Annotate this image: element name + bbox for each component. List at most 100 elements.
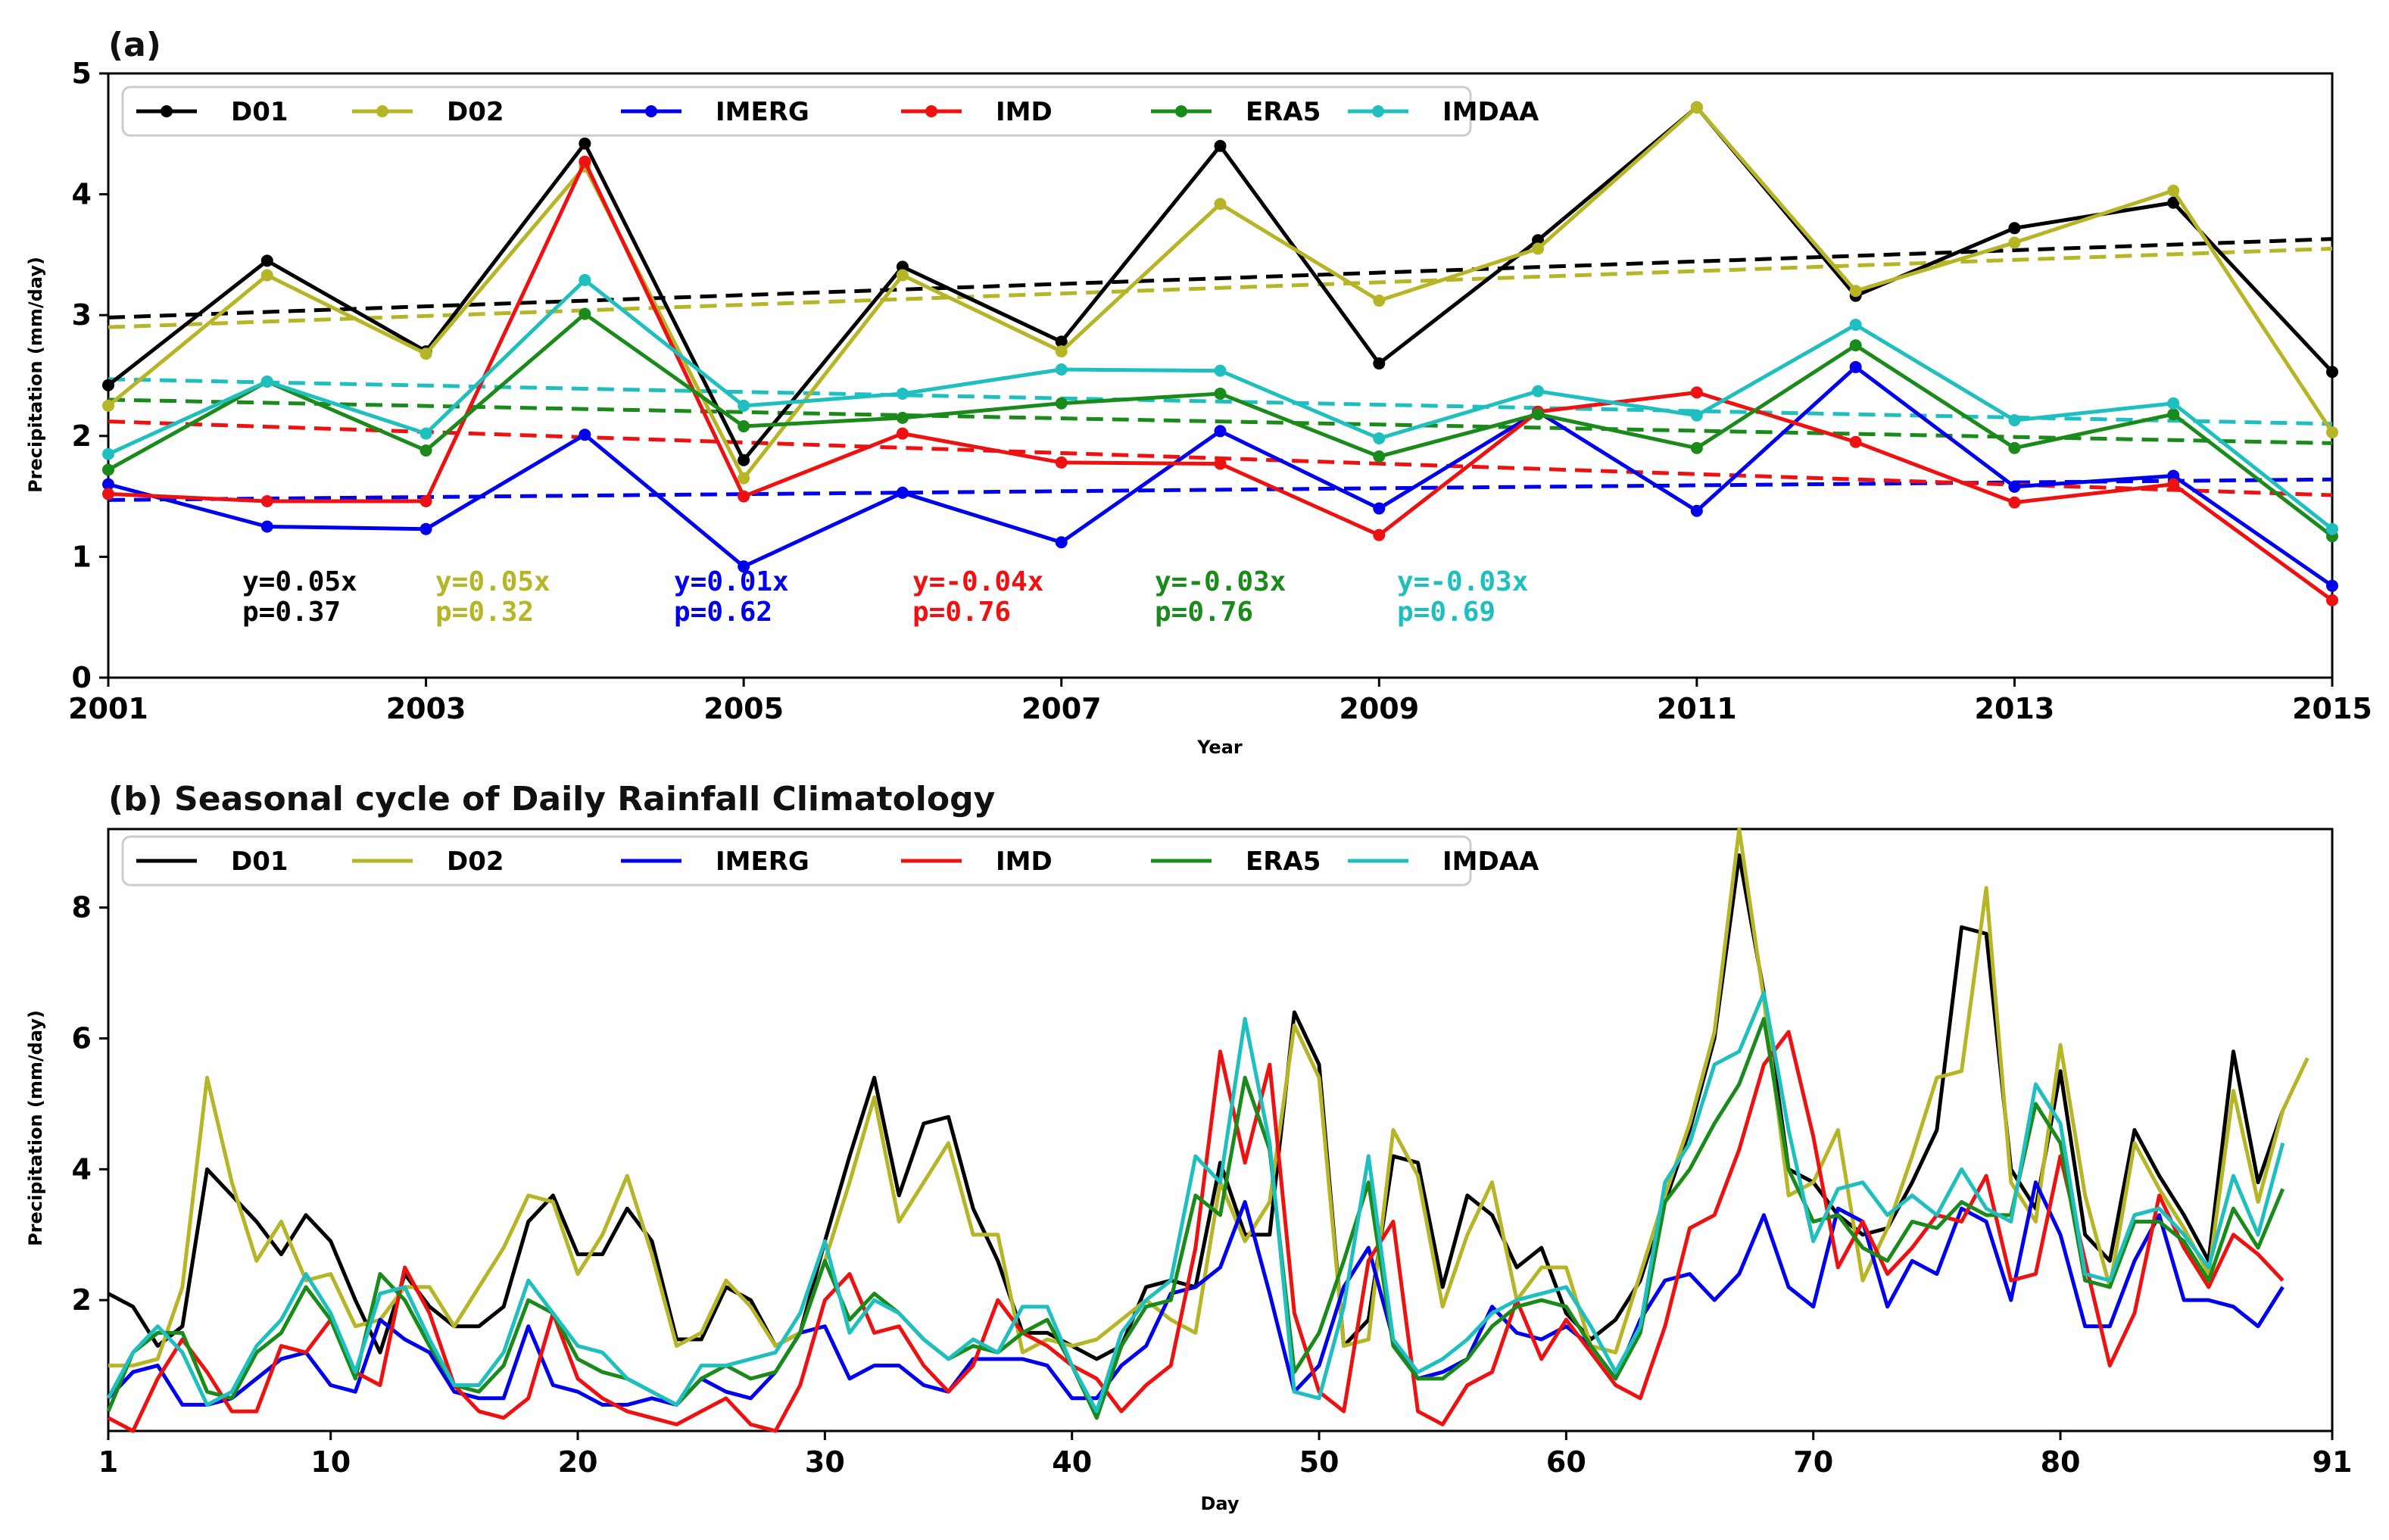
trend-p-value-label: p=0.62 — [674, 597, 772, 628]
data-point-imdaa — [2167, 397, 2180, 410]
data-point-d02 — [1849, 285, 1862, 298]
data-point-imd — [1690, 386, 1703, 399]
data-point-imerg — [2167, 469, 2180, 482]
legend-marker-d02 — [376, 105, 388, 117]
data-point-imd — [260, 494, 273, 507]
data-point-d02 — [1690, 101, 1703, 114]
data-point-d02 — [738, 472, 750, 485]
legend-label-imerg: IMERG — [716, 846, 809, 877]
legend-marker-imdaa — [1372, 105, 1384, 117]
data-point-d01 — [2326, 366, 2338, 379]
x-tick-label: 2011 — [1657, 692, 1737, 725]
data-point-imerg — [419, 522, 432, 535]
data-point-imdaa — [419, 427, 432, 440]
y-tick-label: 3 — [72, 298, 92, 332]
y-tick-label: 2 — [72, 419, 92, 453]
data-point-d02 — [1373, 295, 1386, 307]
data-point-d01 — [102, 379, 114, 391]
data-point-imdaa — [1214, 364, 1227, 377]
data-point-d01 — [1532, 234, 1545, 247]
y-tick-label: 4 — [72, 178, 92, 211]
legend-label-era5: ERA5 — [1246, 97, 1321, 127]
x-tick-label: 30 — [805, 1445, 845, 1479]
data-point-imd — [2008, 496, 2021, 509]
data-point-imdaa — [1849, 318, 1862, 331]
trend-slope-label: y=-0.04x — [912, 566, 1043, 597]
panel-a-title: (a) — [108, 26, 161, 64]
legend-label-imdaa: IMDAA — [1442, 846, 1539, 877]
series-line-imd — [107, 1030, 2285, 1433]
data-point-imdaa — [2008, 414, 2021, 427]
trend-p-value-label: p=0.69 — [1397, 597, 1495, 628]
data-point-imerg — [896, 486, 909, 499]
data-point-era5 — [1055, 397, 1068, 410]
data-point-imerg — [102, 478, 114, 491]
data-point-imerg — [260, 520, 273, 533]
y-tick-label: 2 — [72, 1283, 92, 1317]
x-tick-label: 2003 — [386, 692, 466, 725]
trend-slope-label: y=-0.03x — [1155, 566, 1286, 597]
panel-b-xlabel: Day — [1200, 1493, 1239, 1514]
data-point-d01 — [2008, 222, 2021, 235]
x-tick-label: 1 — [98, 1445, 118, 1479]
panel-b-title: (b) Seasonal cycle of Daily Rainfall Cli… — [108, 780, 995, 818]
panel-b-frame — [107, 828, 2334, 1432]
data-point-d01 — [2167, 196, 2180, 209]
data-point-d02 — [419, 348, 432, 360]
data-point-era5 — [419, 444, 432, 457]
data-point-d01 — [738, 454, 750, 466]
data-point-era5 — [102, 463, 114, 476]
y-tick-label: 0 — [72, 661, 92, 694]
x-tick-label: 50 — [1299, 1445, 1340, 1479]
panel-a-plot: 2001 2003 2005 2007 2009 2011 2013 2015 0 1 2 3 4 5 y=… — [68, 57, 2372, 725]
x-tick-label: 2001 — [68, 692, 148, 725]
data-point-imd — [2167, 478, 2180, 491]
x-tick-label: 70 — [1793, 1445, 1833, 1479]
series-line-era5 — [106, 1017, 2285, 1420]
legend-box — [121, 835, 1472, 887]
x-tick-label: 20 — [558, 1445, 598, 1479]
data-point-d01 — [1055, 335, 1068, 348]
data-point-imerg — [1373, 502, 1386, 515]
series-line-imerg — [107, 1180, 2285, 1407]
x-tick-label: 80 — [2041, 1445, 2081, 1479]
data-point-imd — [738, 490, 750, 503]
y-tick-label: 8 — [72, 891, 92, 924]
data-point-era5 — [2167, 408, 2180, 421]
data-point-imd — [102, 488, 114, 500]
data-point-era5 — [1532, 408, 1545, 421]
y-tick-label: 4 — [72, 1152, 92, 1186]
data-point-imd — [896, 427, 909, 440]
trend-p-value-label: p=0.76 — [912, 597, 1011, 628]
data-point-imd — [579, 155, 591, 168]
legend-label-d02: D02 — [447, 97, 504, 127]
legend-label-d01: D01 — [231, 846, 288, 877]
data-point-era5 — [1849, 339, 1862, 352]
data-point-d01 — [1214, 139, 1227, 152]
data-point-d02 — [1055, 345, 1068, 358]
legend-marker-era5 — [1175, 105, 1187, 117]
data-point-imd — [419, 494, 432, 507]
legend-label-imerg: IMERG — [716, 97, 809, 127]
data-point-imd — [1214, 457, 1227, 470]
data-point-era5 — [896, 411, 909, 424]
trend-p-value-label: p=0.32 — [435, 597, 534, 628]
data-point-era5 — [579, 307, 591, 320]
data-point-imerg — [1214, 425, 1227, 438]
series-line-imdaa — [106, 990, 2285, 1414]
data-point-d02 — [1214, 198, 1227, 210]
x-tick-label: 91 — [2313, 1445, 2353, 1479]
y-tick-label: 6 — [72, 1022, 92, 1055]
panel-a-xlabel: Year — [1196, 737, 1243, 758]
legend-marker-d01 — [161, 105, 173, 117]
data-point-imdaa — [1690, 409, 1703, 422]
data-point-d02 — [896, 269, 909, 282]
data-point-imd — [1849, 435, 1862, 448]
x-tick-label: 2013 — [1975, 692, 2055, 725]
data-point-era5 — [1214, 387, 1227, 400]
data-point-era5 — [2008, 441, 2021, 454]
data-point-imerg — [2326, 579, 2338, 592]
data-point-d02 — [2167, 184, 2180, 197]
data-point-era5 — [1373, 450, 1386, 463]
data-point-imdaa — [738, 399, 750, 412]
